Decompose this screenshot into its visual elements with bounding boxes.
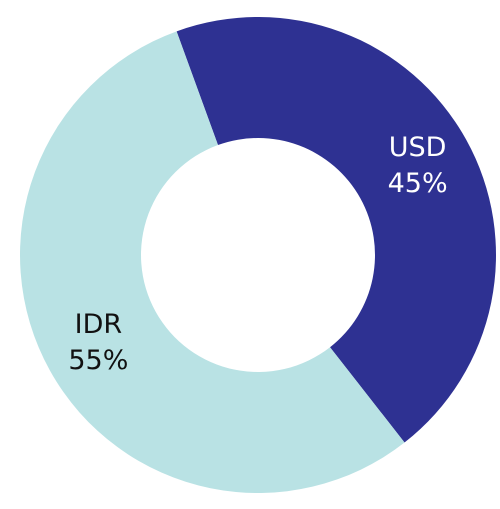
slice-category-label: USD xyxy=(389,132,447,163)
donut-slice xyxy=(176,16,497,443)
slice-value-label: 55% xyxy=(68,345,128,376)
donut-slice xyxy=(20,31,405,493)
slice-category-label: IDR xyxy=(75,309,123,340)
slice-value-label: 45% xyxy=(388,168,448,199)
